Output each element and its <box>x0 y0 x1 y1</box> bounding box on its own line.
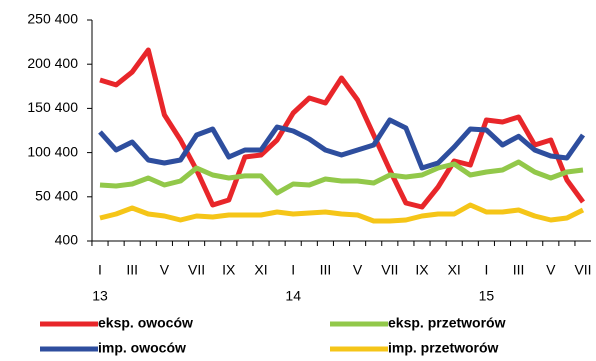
x-tick-label: XI <box>448 262 461 278</box>
y-tick-label: 250 400 <box>27 11 78 27</box>
y-tick-label: 200 400 <box>27 55 78 71</box>
x-tick-label: V <box>160 262 170 278</box>
x-tick-label: III <box>320 262 332 278</box>
y-tick-label: 50 400 <box>35 188 78 204</box>
x-tick-label: I <box>291 262 295 278</box>
year-label: 13 <box>92 288 108 304</box>
x-tick-label: I <box>98 262 102 278</box>
series-line <box>98 117 586 171</box>
y-tick-label: 400 <box>55 232 79 248</box>
x-tick-label: V <box>546 262 556 278</box>
x-tick-label: I <box>484 262 488 278</box>
legend-label: imp. owoców <box>98 340 186 356</box>
y-tick-label: 100 400 <box>27 143 78 159</box>
legend-label: imp. przetworów <box>388 340 499 356</box>
x-tick-label: XI <box>254 262 267 278</box>
x-tick-label: VII <box>574 262 591 278</box>
series-line <box>99 47 586 210</box>
x-tick-label: VII <box>188 262 205 278</box>
year-label: 15 <box>479 288 495 304</box>
series-line <box>99 159 584 196</box>
x-tick-label: VII <box>381 262 398 278</box>
x-tick-label: III <box>513 262 525 278</box>
x-tick-label: IX <box>222 262 236 278</box>
x-tick-label: V <box>353 262 363 278</box>
year-label: 14 <box>285 288 301 304</box>
y-tick-label: 150 400 <box>27 99 78 115</box>
legend-label: eksp. owoców <box>98 315 193 331</box>
x-tick-label: IX <box>415 262 429 278</box>
legend-label: eksp. przetworów <box>388 315 506 331</box>
x-tick-label: III <box>126 262 138 278</box>
series-line <box>99 202 585 224</box>
